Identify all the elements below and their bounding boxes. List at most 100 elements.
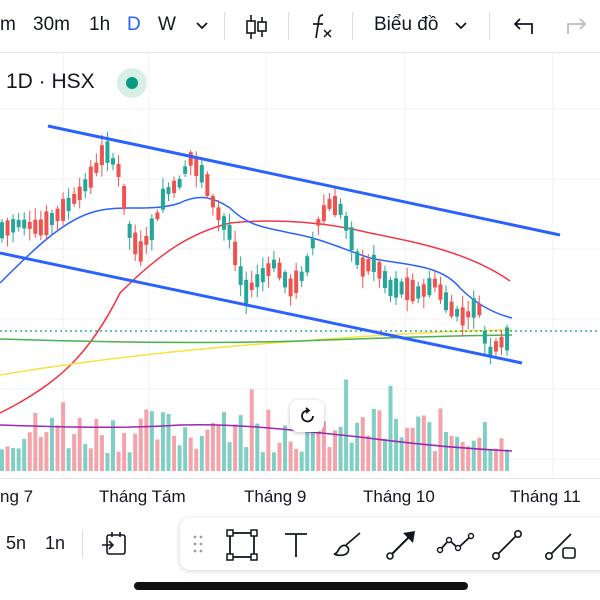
candle-body (72, 193, 77, 204)
arrow-tool-icon[interactable] (385, 528, 421, 562)
volume-bar (466, 446, 471, 471)
volume-bar (421, 415, 426, 471)
drawing-tools-panel (180, 518, 600, 570)
volume-bar (22, 438, 27, 471)
candle-body (122, 185, 127, 210)
path-tool-icon[interactable] (436, 530, 475, 560)
trend-line-icon[interactable] (490, 528, 524, 562)
volume-bar (216, 424, 221, 471)
chevron-down-icon[interactable] (195, 20, 209, 32)
candle-body (349, 227, 354, 251)
toolbar-divider (288, 12, 289, 40)
candle-body (371, 254, 376, 272)
timeframe-1h[interactable]: 1h (89, 14, 111, 35)
candle-body (466, 311, 471, 318)
volume-bar (255, 423, 260, 471)
candle-body (338, 203, 343, 215)
candle-body (233, 241, 238, 266)
volume-bar (460, 442, 465, 471)
range-1n-button[interactable]: 1n (45, 533, 66, 553)
volume-bar (44, 432, 49, 471)
candle-body (105, 141, 110, 163)
redo-icon[interactable] (565, 16, 589, 36)
brush-tool-icon[interactable] (330, 528, 366, 562)
timeframe-30m[interactable]: 30m (33, 14, 70, 35)
candle-body (144, 236, 149, 245)
candle-body (11, 219, 16, 233)
time-axis[interactable] (0, 478, 600, 517)
chart-type-label[interactable]: Biểu đồ (374, 14, 439, 35)
trend-channel-upper (47, 124, 561, 237)
price-chart[interactable] (0, 53, 600, 478)
candle-body (321, 205, 326, 222)
candles-icon[interactable] (245, 13, 269, 41)
rectangle-tool-icon[interactable] (225, 528, 259, 562)
candle-body (382, 271, 387, 289)
timeframe-minute[interactable]: m (0, 14, 16, 35)
candle-body (310, 237, 315, 249)
timeframe-day[interactable]: D (127, 14, 141, 35)
timeframe-week[interactable]: W (158, 14, 176, 35)
volume-bar (149, 411, 154, 471)
volume-bar (83, 443, 88, 471)
compare-calendar-icon[interactable] (100, 530, 128, 558)
candle-body (505, 327, 510, 351)
range-5n-button[interactable]: 5n (6, 533, 27, 553)
volume-bar (294, 448, 299, 471)
candle-body (260, 268, 265, 283)
candle-body (44, 211, 49, 236)
candle-body (283, 272, 288, 288)
volume-bar (116, 451, 121, 471)
volume-bar (432, 451, 437, 471)
volume-bar (88, 448, 93, 471)
candle-body (455, 308, 460, 317)
chart-area[interactable] (0, 53, 600, 478)
chevron-down-icon[interactable] (454, 20, 468, 32)
volume-bar (61, 402, 66, 471)
candle-body (66, 197, 71, 212)
volume-bar (38, 436, 43, 471)
candle-body (194, 156, 199, 176)
volume-bar (371, 408, 376, 471)
volume-bar (77, 417, 82, 471)
candle-body (5, 220, 10, 236)
candle-body (222, 216, 226, 230)
ray-tool-icon[interactable] (543, 528, 583, 562)
candle-body (227, 224, 232, 240)
volume-bar (55, 425, 60, 471)
volume-bar (399, 437, 404, 471)
volume-bar (27, 432, 32, 471)
undo-icon[interactable] (511, 16, 535, 36)
candle-body (183, 166, 188, 174)
ma-line (0, 220, 511, 414)
volume-bar (233, 424, 238, 471)
volume-bar (127, 452, 132, 471)
volume-bar (360, 417, 365, 471)
volume-bar (172, 435, 177, 471)
candle-body (405, 277, 410, 301)
candle-body (188, 152, 193, 166)
candle-body (249, 282, 254, 290)
volume-bar (260, 452, 265, 471)
candle-body (38, 219, 43, 236)
volume-bar (305, 421, 310, 471)
reset-chart-button[interactable] (290, 400, 324, 432)
candle-body (255, 274, 260, 288)
ma-line (0, 334, 513, 344)
candle-body (327, 198, 332, 209)
volume-bar (99, 435, 104, 471)
volume-bar (227, 442, 232, 471)
candle-body (355, 251, 360, 265)
volume-bar (188, 437, 193, 471)
market-status-indicator[interactable] (117, 68, 147, 98)
indicator-fx-icon[interactable] (309, 12, 335, 40)
candle-body (133, 232, 138, 255)
candle-body (432, 278, 437, 288)
candle-body (460, 307, 465, 326)
symbol-label[interactable]: 1D · HSX (6, 70, 95, 93)
grip-icon[interactable] (192, 534, 204, 554)
volume-bar (133, 433, 138, 471)
candle-body (55, 208, 60, 222)
text-tool-icon[interactable] (282, 530, 310, 560)
toolbar-divider (82, 530, 83, 558)
